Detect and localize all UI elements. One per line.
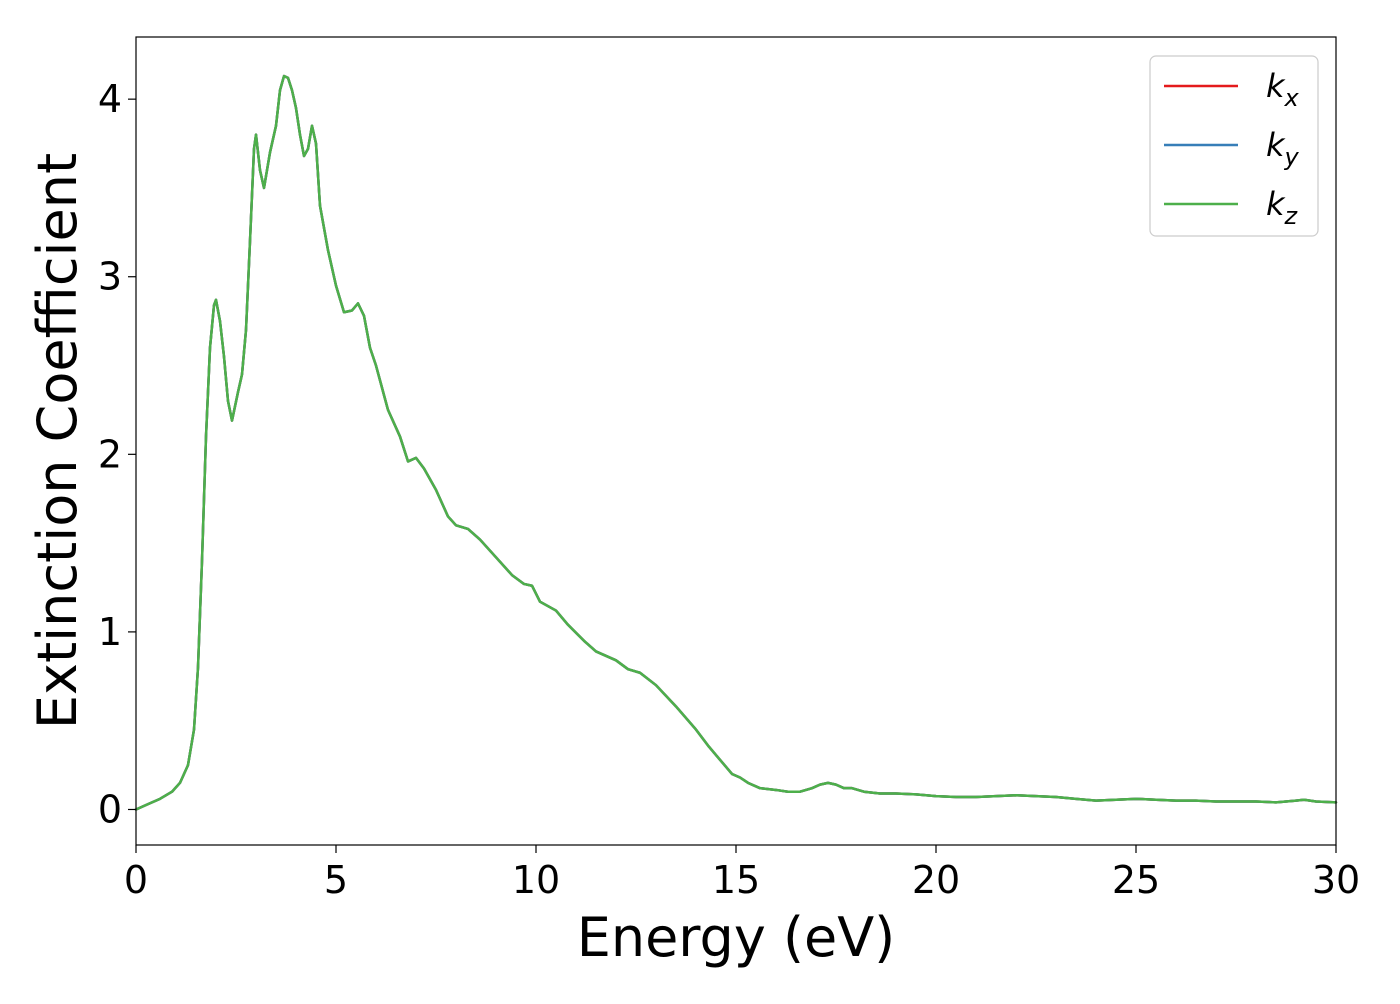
x-tick-label: 0 — [124, 858, 148, 902]
series-layer — [134, 74, 1338, 811]
y-axis-ticks: 0 1 2 3 4 — [98, 77, 136, 831]
x-axis-label: Energy (eV) — [577, 906, 896, 969]
x-tick-label: 20 — [912, 858, 960, 902]
y-tick-label: 3 — [98, 255, 122, 299]
legend-label-kz: kz — [1266, 185, 1299, 230]
y-tick-label: 0 — [98, 787, 122, 831]
legend-label-subscript: x — [1284, 84, 1300, 112]
y-tick-label: 4 — [98, 77, 122, 121]
x-tick-label: 5 — [324, 858, 348, 902]
y-tick-label: 2 — [98, 432, 122, 476]
legend-label-subscript: z — [1284, 202, 1299, 230]
x-tick-label: 25 — [1112, 858, 1160, 902]
y-tick-label: 1 — [98, 610, 122, 654]
legend-label-base: k — [1266, 67, 1286, 105]
legend-label-ky: ky — [1266, 126, 1300, 171]
series-line-kz — [134, 74, 1338, 811]
x-axis-ticks: 0 5 10 15 20 25 30 — [124, 845, 1360, 902]
x-tick-label: 30 — [1312, 858, 1360, 902]
legend-label-subscript: y — [1284, 143, 1300, 171]
legend-label-kx: kx — [1266, 67, 1300, 112]
x-tick-label: 15 — [712, 858, 760, 902]
legend-label-base: k — [1266, 185, 1286, 223]
legend-label-base: k — [1266, 126, 1286, 164]
y-axis-label: Extinction Coefficient — [26, 153, 89, 729]
x-tick-label: 10 — [512, 858, 560, 902]
